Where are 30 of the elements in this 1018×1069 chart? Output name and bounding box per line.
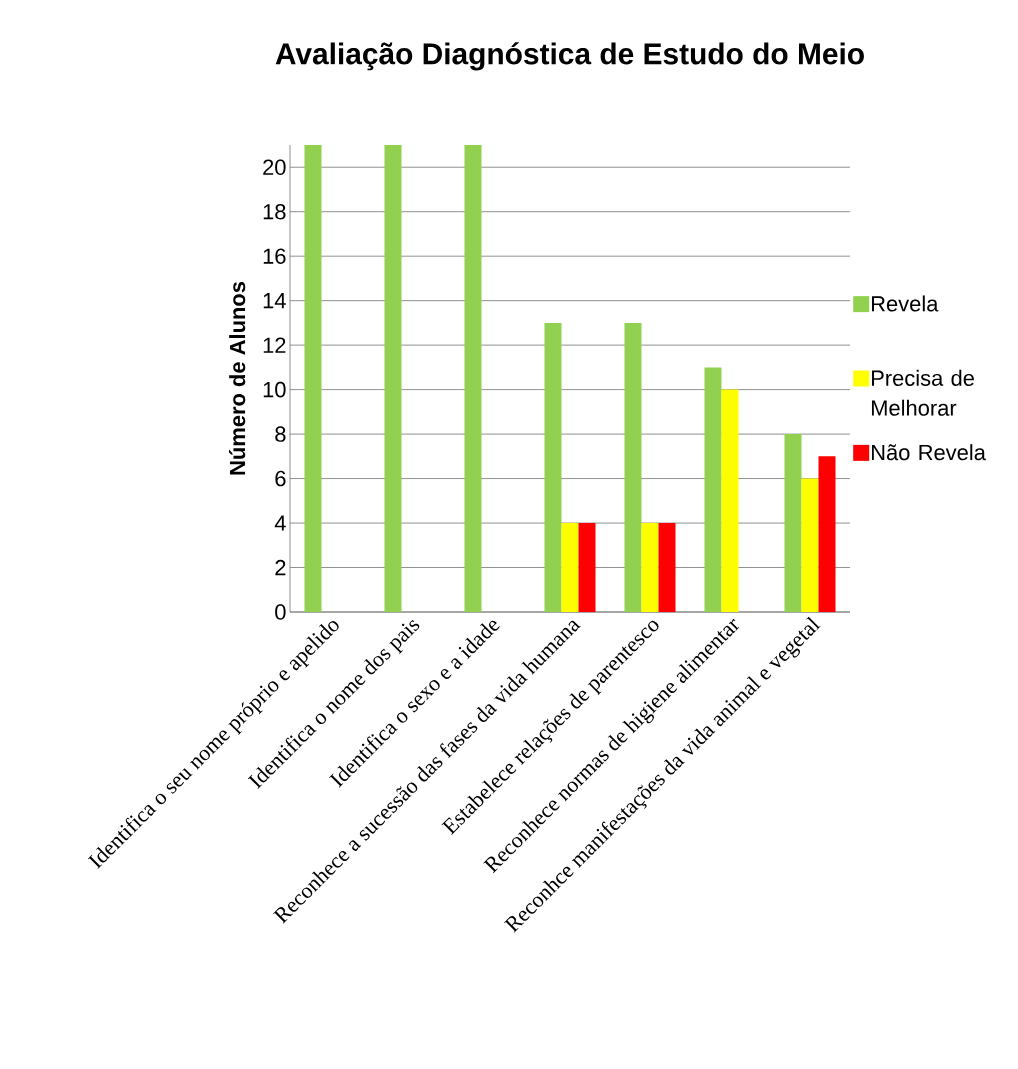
bar [624,322,642,612]
y-tick-label: 2 [275,559,286,576]
y-tick-label: 16 [263,248,286,264]
legend-label: Precisa de Melhorar [871,369,974,416]
bar [464,144,482,612]
bar [784,434,802,612]
y-tick-label: 8 [275,426,286,442]
y-tick-label: 10 [263,381,286,398]
y-axis-title: Número de Alunos [228,281,246,475]
y-tick-label: 12 [263,337,286,353]
bar [384,144,402,612]
bar [578,523,596,612]
bar [544,322,562,612]
y-tick-label: 14 [263,293,286,309]
bar [801,478,819,612]
bar [721,389,739,612]
chart-title: Avaliação Diagnóstica de Estudo do Meio [275,42,864,71]
bar [561,523,579,612]
y-tick-label: 0 [275,604,286,620]
bar [304,144,322,612]
bar [641,523,659,612]
legend-label: Revela [871,295,939,312]
bar [818,456,836,612]
bar [658,523,676,612]
y-tick-label: 18 [263,203,286,220]
y-tick-label: 6 [275,470,286,487]
legend-label: Não Revela [871,444,986,461]
y-tick-label: 20 [263,159,286,175]
bar [704,367,722,612]
y-tick-label: 4 [274,515,286,531]
